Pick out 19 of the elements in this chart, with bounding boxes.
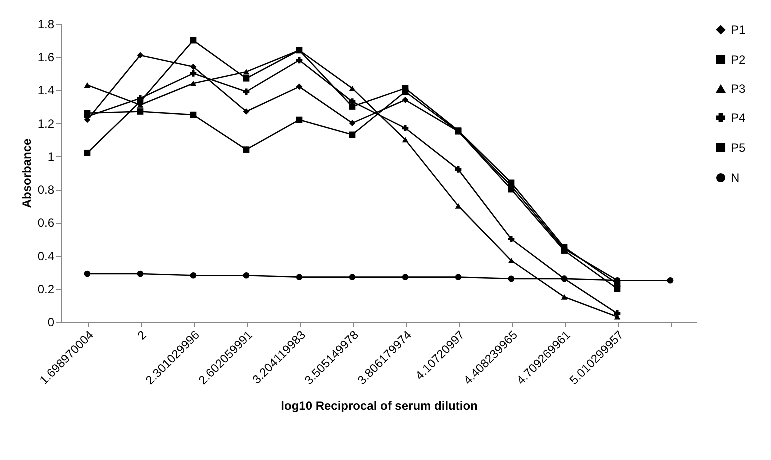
y-tick-label: 1.2: [38, 116, 55, 131]
y-tick-label: 1.4: [38, 84, 55, 98]
y-tick-label: 0.8: [38, 183, 55, 198]
y-tick-label: 1.8: [38, 18, 55, 32]
y-tick-label: 0: [48, 316, 55, 330]
legend-label: N: [731, 171, 740, 185]
legend-label: P3: [731, 82, 746, 96]
y-tick-label: 1.6: [38, 50, 55, 65]
y-tick-label: 0.6: [38, 216, 55, 230]
legend-label: P1: [731, 23, 746, 37]
x-axis-title: log10 Reciprocal of serum dilution: [281, 398, 478, 413]
y-tick-label: 0.4: [38, 249, 55, 264]
y-tick-label: 0.2: [38, 282, 55, 296]
legend-label: P5: [731, 141, 746, 155]
x-tick-label: 2: [134, 328, 150, 343]
y-tick-label: 1: [48, 150, 55, 164]
legend-label: P2: [731, 53, 746, 67]
legend-label: P4: [731, 111, 746, 125]
y-axis-title: Absorbance: [20, 138, 34, 208]
